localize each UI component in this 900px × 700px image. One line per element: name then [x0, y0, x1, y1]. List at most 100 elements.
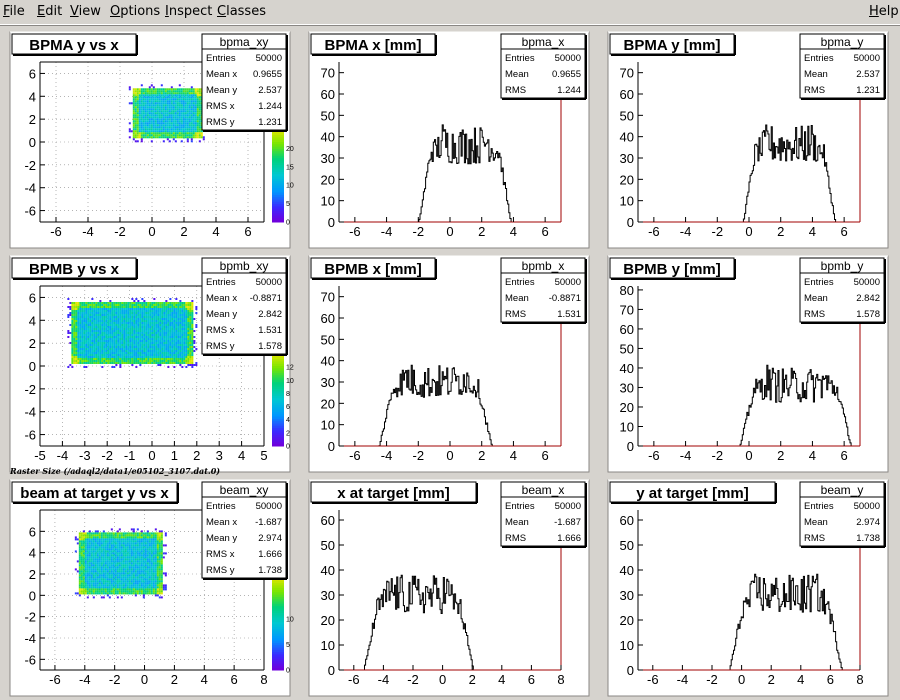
heatmap-cell: [159, 322, 162, 324]
heatmap-cell: [116, 544, 119, 547]
heatmap-cell: [143, 316, 146, 318]
heatmap-cell: [190, 124, 193, 127]
heatmap-cell: [135, 298, 138, 300]
heatmap-cell: [123, 328, 126, 330]
heatmap-cell: [103, 324, 106, 326]
heatmap-cell: [110, 568, 113, 571]
heatmap-cell: [156, 88, 159, 91]
heatmap-cell: [73, 354, 76, 356]
heatmap-cell: [79, 304, 82, 306]
heatmap-cell: [142, 566, 145, 569]
heatmap-cell: [160, 544, 163, 547]
heatmap-cell: [136, 136, 139, 139]
palette-step: [272, 395, 284, 399]
heatmap-cell: [106, 546, 109, 549]
heatmap-cell: [81, 350, 84, 352]
heatmap-cell: [71, 342, 74, 344]
heatmap-cell: [108, 532, 111, 535]
heatmap-cell: [122, 550, 125, 553]
heatmap-cell: [73, 352, 76, 354]
heatmap-cell: [114, 536, 117, 539]
heatmap-cell: [100, 568, 103, 571]
heatmap-cell: [128, 540, 131, 543]
heatmap-cell: [139, 346, 142, 348]
menu-options[interactable]: Options: [110, 4, 161, 19]
heatmap-cell: [156, 562, 159, 565]
heatmap-cell: [82, 578, 85, 581]
heatmap-cell: [194, 122, 197, 125]
heatmap-cell: [141, 344, 144, 346]
heatmap-cell: [88, 556, 91, 559]
heatmap-cell: [190, 102, 193, 105]
heatmap-cell: [139, 326, 142, 328]
heatmap-cell: [138, 592, 141, 595]
menu-edit[interactable]: Edit: [37, 4, 63, 19]
heatmap-cell: [109, 334, 112, 336]
heatmap-cell: [138, 584, 141, 587]
heatmap-cell: [193, 340, 196, 342]
heatmap-cell: [94, 532, 97, 535]
heatmap-cell: [140, 112, 143, 115]
heatmap-cell: [84, 576, 87, 579]
heatmap-cell: [140, 550, 143, 553]
heatmap-cell: [187, 332, 190, 334]
heatmap-cell: [148, 128, 151, 131]
heatmap-cell: [190, 108, 193, 111]
heatmap-cell: [127, 340, 130, 342]
heatmap-cell: [166, 128, 169, 131]
heatmap-cell: [148, 134, 151, 137]
heatmap-cell: [99, 350, 102, 352]
x-tick-label: 4: [212, 224, 219, 239]
heatmap-cell: [112, 566, 115, 569]
heatmap-cell: [93, 352, 96, 354]
menu-classes[interactable]: Classes: [217, 4, 266, 19]
menu-inspect[interactable]: Inspect: [165, 4, 213, 19]
stats-name: bpmb_y: [821, 259, 864, 273]
heatmap-cell: [155, 308, 158, 310]
heatmap-cell: [76, 570, 79, 573]
heatmap-cell: [153, 354, 156, 356]
heatmap-cell: [103, 342, 106, 344]
heatmap-cell: [166, 136, 169, 139]
heatmap-cell: [102, 576, 105, 579]
heatmap-cell: [178, 132, 181, 135]
heatmap-cell: [182, 108, 185, 111]
heatmap-cell: [80, 534, 83, 537]
heatmap-cell: [98, 588, 101, 591]
heatmap-cell: [99, 314, 102, 316]
heatmap-cell: [116, 582, 119, 585]
heatmap-cell: [130, 552, 133, 555]
heatmap-cell: [179, 316, 182, 318]
heatmap-cell: [145, 314, 148, 316]
heatmap-cell: [133, 338, 136, 340]
heatmap-cell: [198, 110, 201, 113]
heatmap-cell: [124, 556, 127, 559]
x-tick-label: -2: [413, 224, 425, 239]
heatmap-cell: [161, 342, 164, 344]
heatmap-cell: [142, 90, 145, 93]
heatmap-cell: [194, 120, 197, 123]
heatmap-cell: [198, 104, 201, 107]
heatmap-cell: [169, 346, 172, 348]
palette-step: [272, 393, 284, 396]
heatmap-cell: [78, 576, 81, 579]
menu-help[interactable]: Help: [869, 4, 899, 19]
heatmap-cell: [141, 332, 144, 334]
heatmap-cell: [81, 312, 84, 314]
heatmap-cell: [157, 318, 160, 320]
menu-view[interactable]: View: [70, 4, 101, 19]
heatmap-cell: [85, 348, 88, 350]
heatmap-cell: [190, 104, 193, 107]
menu-file[interactable]: File: [3, 4, 25, 19]
heatmap-cell: [134, 92, 137, 95]
heatmap-cell: [130, 580, 133, 583]
y-tick-label: 60: [620, 87, 634, 102]
heatmap-cell: [79, 312, 82, 314]
heatmap-cell: [90, 582, 93, 585]
heatmap-cell: [140, 544, 143, 547]
heatmap-cell: [162, 136, 165, 139]
heatmap-cell: [182, 134, 185, 137]
heatmap-cell: [145, 360, 148, 362]
